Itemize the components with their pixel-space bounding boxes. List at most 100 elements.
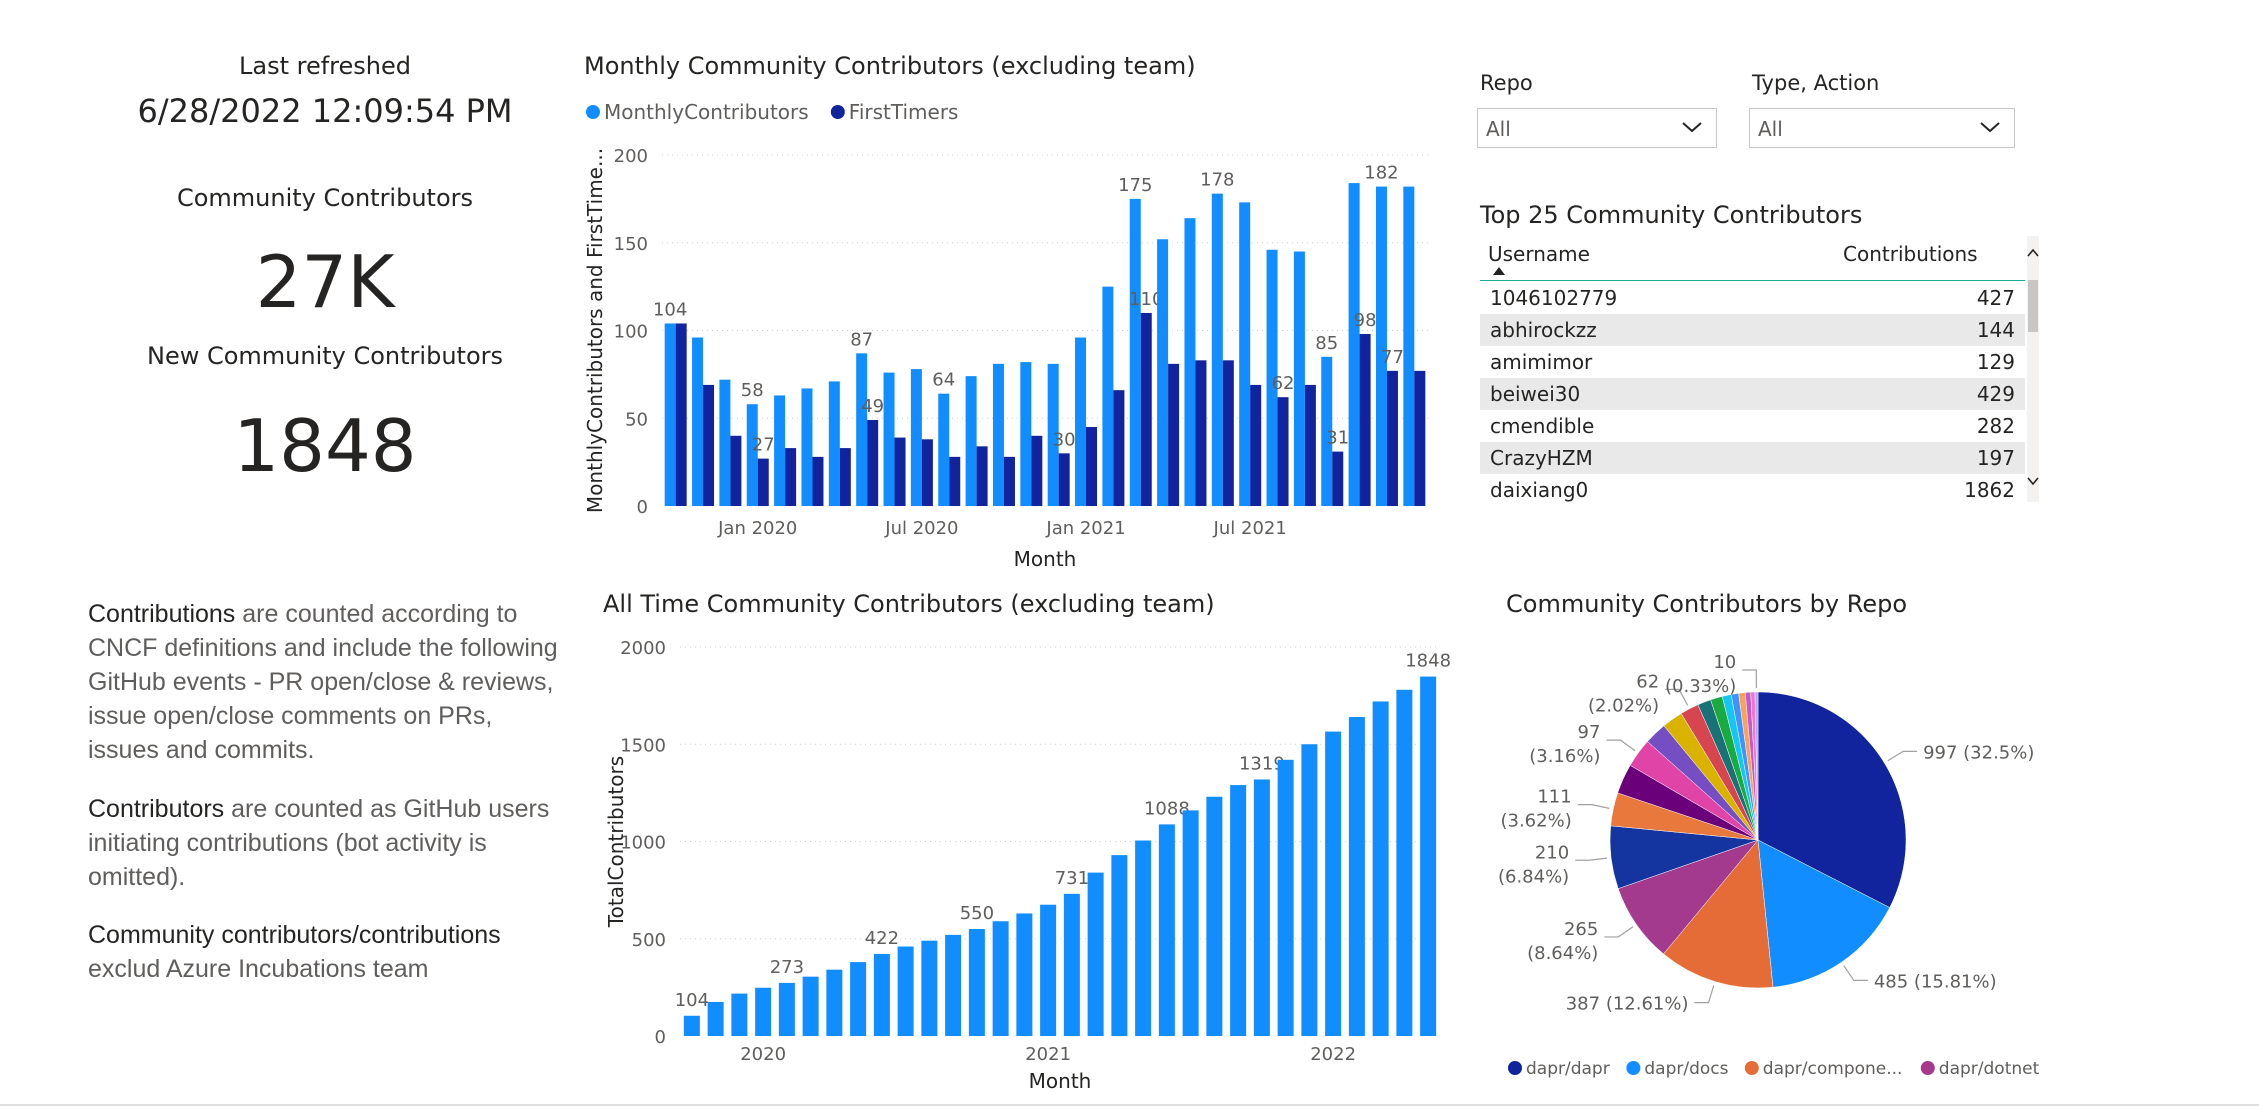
table-scrollbar-thumb[interactable] [2028,280,2038,332]
x-tick-label: 2020 [740,1044,786,1065]
data-label: 182 [1364,163,1398,184]
bar-total-contributors [873,953,890,1036]
slice-label: 485 (15.81%) [1874,971,1997,992]
x-tick-label: 2021 [1025,1044,1071,1065]
note-contributors-term: Contributors [88,795,225,823]
x-tick-label: Jul 2020 [884,518,958,539]
bar-total-contributors [826,969,843,1036]
repo-filter-dropdown[interactable]: All [1477,108,1717,148]
bar-firsttimers [785,448,797,506]
bar-firsttimers [812,456,824,506]
table-row[interactable]: daixiang0 1862 [1480,474,2025,506]
leader-line [1604,926,1634,938]
slice-label-percent: (3.16%) [1529,746,1600,767]
pie-slice [1757,839,1890,988]
leader-line [1665,688,1689,706]
chevron-down-icon [1980,122,2000,133]
bar-firsttimers [1195,360,1207,506]
slice-label-value: 97 [1578,722,1601,743]
legend-label-firsttimers: FirstTimers [849,100,959,124]
table-row[interactable]: CrazyHZM 197 [1480,442,2025,474]
legend-label-monthlycontributors: MonthlyContributors [604,100,809,124]
data-label: 30 [1053,429,1076,450]
bar-monthlycontributors [1020,362,1032,506]
top-contributors-title: Top 25 Community Contributors [1480,201,1863,229]
note-community: Community contributors/contributions exc… [88,918,558,986]
bar-firsttimers [1113,390,1125,506]
bar-monthlycontributors [1211,193,1223,507]
slice-label-value: 265 [1564,919,1598,940]
data-label: 1848 [1405,651,1451,672]
bar-firsttimers [1414,370,1426,506]
x-axis-label: Month [1029,1069,1092,1093]
data-label: 550 [960,903,994,924]
data-label: 49 [861,396,884,417]
bar-total-contributors [1206,796,1223,1036]
bar-firsttimers [1168,363,1180,506]
data-label: 77 [1381,347,1404,368]
community-contributors-value: 27K [255,240,395,324]
bar-total-contributors [1135,840,1152,1036]
y-tick-label: 200 [614,146,648,167]
table-row[interactable]: abhirockzz 144 [1480,314,2025,346]
data-label: 178 [1200,170,1234,191]
note-contributions-text: are counted according to CNCF definition… [88,600,558,764]
data-label: 1319 [1239,753,1285,774]
bar-firsttimers [1359,334,1371,506]
legend-marker [1744,1061,1759,1075]
type-action-filter-label: Type, Action [1752,71,1880,95]
table-scrollbar[interactable] [2027,236,2039,502]
table-header: Username Contributions [1480,236,2025,281]
y-tick-label: 2000 [620,638,666,659]
y-axis-label: MonthlyContributors and FirstTime... [583,148,607,513]
data-label: 175 [1118,175,1152,196]
bar-firsttimers [675,323,687,506]
y-tick-label: 1000 [620,833,666,854]
note-contributions: Contributions are counted according to C… [88,597,568,767]
bar-total-contributors [1348,717,1365,1036]
pie-slice [1663,839,1774,989]
bar-total-contributors [1087,872,1104,1036]
bar-monthlycontributors [664,323,676,506]
slice-label-percent: (6.84%) [1498,866,1569,887]
bar-firsttimers [949,456,961,506]
new-community-contributors-value: 1848 [233,404,417,488]
alltime-contributors-chart: 0 500 1000 1500 2000 TotalContributors 104 273 4… [604,638,1451,1093]
column-header-username[interactable]: Username [1488,242,1590,266]
bar-total-contributors [1325,731,1342,1036]
table-row[interactable]: 1046102779 427 [1480,282,2025,314]
table-row[interactable]: cmendible 282 [1480,410,2025,442]
cell-username: CrazyHZM [1490,446,1593,470]
table-row[interactable]: beiwei30 429 [1480,378,2025,410]
bar-monthlycontributors [1239,202,1251,506]
legend-marker [1508,1061,1522,1075]
bar-firsttimers [976,446,988,506]
bar-total-contributors [897,946,914,1036]
bar-firsttimers [1003,456,1015,506]
type-action-filter-dropdown[interactable]: All [1749,108,2015,148]
sort-ascending-icon [1493,267,1505,275]
x-tick-label: Jan 2020 [717,518,797,539]
table-row[interactable]: amimimor 129 [1480,346,2025,378]
cell-contributions: 129 [1976,350,2015,374]
column-header-contributions[interactable]: Contributions [1843,242,1978,266]
data-label: 62 [1272,373,1295,394]
slice-label-value: 210 [1535,842,1569,863]
legend-marker [1626,1061,1641,1075]
legend-label: dapr/dotnet-s... [1939,1059,2040,1079]
cell-contributions: 1862 [1964,478,2015,502]
bar-monthlycontributors [856,353,868,506]
legend-label: dapr/dapr [1526,1059,1610,1079]
cell-contributions: 427 [1976,286,2015,310]
bar-total-contributors [1420,676,1437,1036]
scroll-down-icon[interactable] [2027,476,2039,486]
bar-total-contributors [683,1015,700,1036]
bar-total-contributors [1158,824,1175,1036]
legend-marker-firsttimers [830,105,845,119]
data-label: 104 [675,990,709,1011]
scroll-up-icon[interactable] [2027,248,2039,258]
bar-monthlycontributors [1348,183,1360,506]
bar-firsttimers [1304,384,1316,506]
data-label: 104 [653,299,687,320]
slice-label: 997 (32.5%) [1923,742,2034,763]
